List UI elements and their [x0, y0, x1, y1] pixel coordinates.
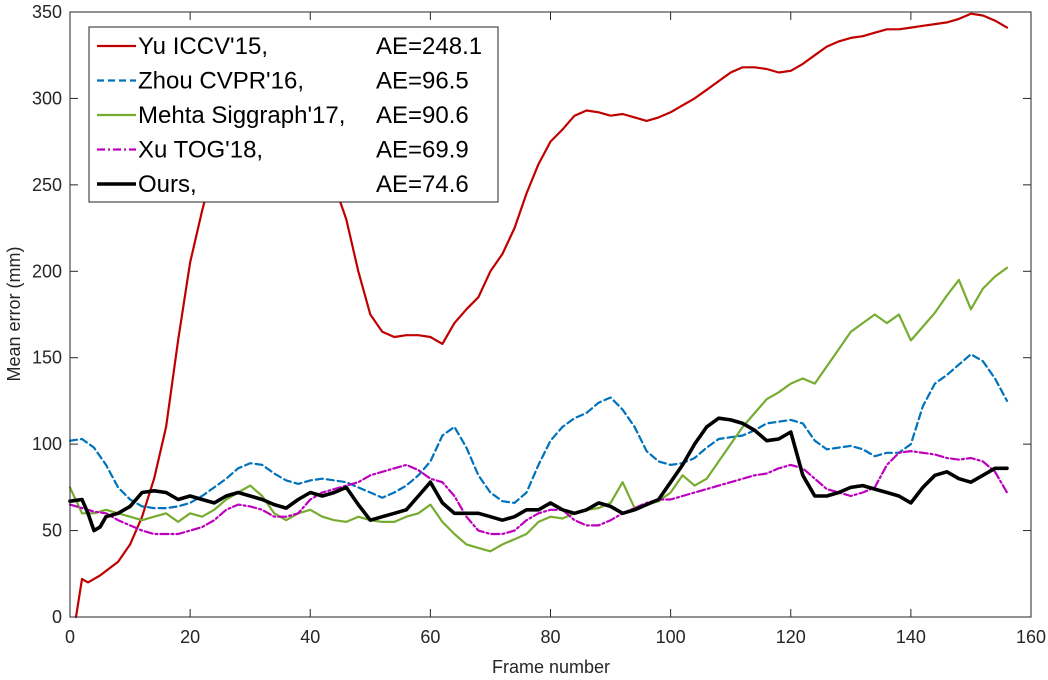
- legend-ae-value: AE=96.5: [376, 68, 469, 95]
- y-tick-label: 200: [32, 261, 62, 281]
- x-tick-label: 20: [180, 627, 200, 647]
- legend-ae-value: AE=248.1: [376, 33, 482, 60]
- x-tick-label: 80: [540, 627, 560, 647]
- legend-ae-value: AE=90.6: [376, 102, 469, 129]
- x-tick-label: 160: [1016, 627, 1046, 647]
- series-layer: [68, 12, 1009, 619]
- series-line-ours: [68, 416, 1009, 533]
- y-tick-label: 250: [32, 175, 62, 195]
- legend-label: Xu TOG'18,: [138, 137, 263, 164]
- x-tick-label: 60: [420, 627, 440, 647]
- x-axis-label: Frame number: [492, 657, 610, 677]
- legend: Yu ICCV'15, AE=248.1 Zhou CVPR'16, AE=96.5 M…: [88, 26, 499, 203]
- series-line-zhou-cvpr-16: [68, 353, 1009, 510]
- legend-ae-value: AE=74.6: [376, 171, 469, 198]
- x-tick-label: 120: [776, 627, 806, 647]
- x-tick-label: 100: [656, 627, 686, 647]
- legend-label: Zhou CVPR'16,: [138, 68, 304, 95]
- x-tick-label: 0: [65, 627, 75, 647]
- y-tick-label: 150: [32, 348, 62, 368]
- legend-ae-value: AE=69.9: [376, 137, 469, 164]
- legend-box: [88, 26, 499, 203]
- y-tick-label: 0: [52, 607, 62, 627]
- y-tick-label: 50: [42, 521, 62, 541]
- y-axis-label: Mean error (mm): [4, 246, 24, 381]
- series-line-xu-tog-18: [68, 450, 1009, 536]
- y-tick-label: 350: [32, 2, 62, 22]
- legend-label: Yu ICCV'15,: [138, 33, 268, 60]
- series-line-mehta-siggraph-17: [68, 266, 1009, 553]
- y-tick-label: 300: [32, 88, 62, 108]
- ticks-layer: 0 20 40 60 80 100 120 140 160 0 50 100 150 200 250 300 3…: [32, 2, 1046, 647]
- legend-label: Mehta Siggraph'17,: [138, 102, 345, 129]
- x-tick-label: 40: [300, 627, 320, 647]
- y-tick-label: 100: [32, 434, 62, 454]
- legend-label: Ours,: [138, 171, 197, 198]
- x-tick-label: 140: [896, 627, 926, 647]
